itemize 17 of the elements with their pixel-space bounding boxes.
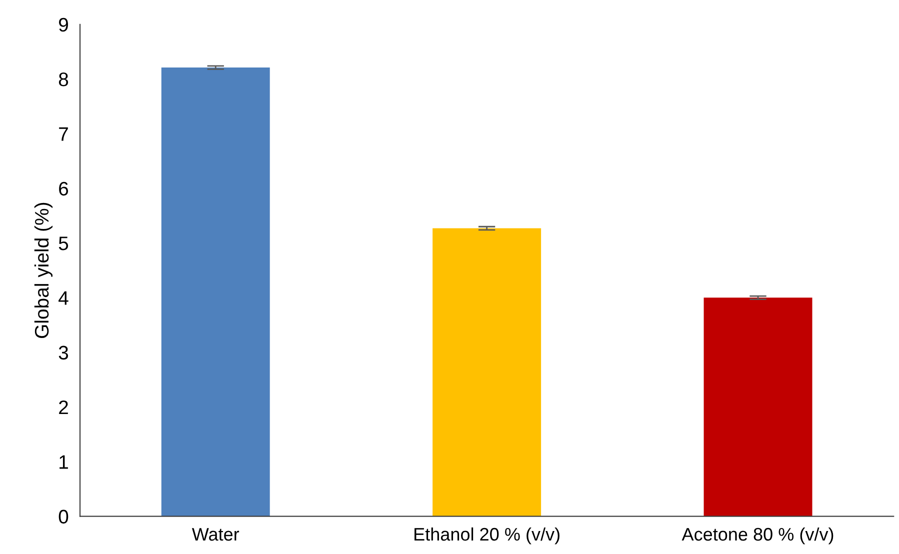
- y-tick-label: 5: [58, 236, 68, 250]
- x-tick-label: Water: [192, 528, 240, 541]
- bar: [704, 298, 812, 516]
- y-tick-label: 3: [58, 346, 68, 360]
- y-tick-label: 2: [59, 400, 68, 414]
- y-tick-label: 7: [59, 127, 68, 141]
- x-tick-label: Ethanol 20 % (v/v): [414, 527, 560, 544]
- x-tick-label: Acetone 80 % (v/v): [682, 527, 834, 544]
- y-tick-label: 6: [59, 182, 68, 196]
- y-tick-label: 4: [58, 291, 68, 305]
- y-tick-label: 1: [60, 455, 68, 469]
- y-tick-label: 0: [58, 510, 68, 524]
- bar: [161, 68, 270, 516]
- bar: [432, 228, 542, 516]
- y-tick-label: 8: [58, 72, 68, 86]
- y-axis-title: Global yield (%): [34, 202, 53, 338]
- y-tick-label: 9: [59, 18, 68, 32]
